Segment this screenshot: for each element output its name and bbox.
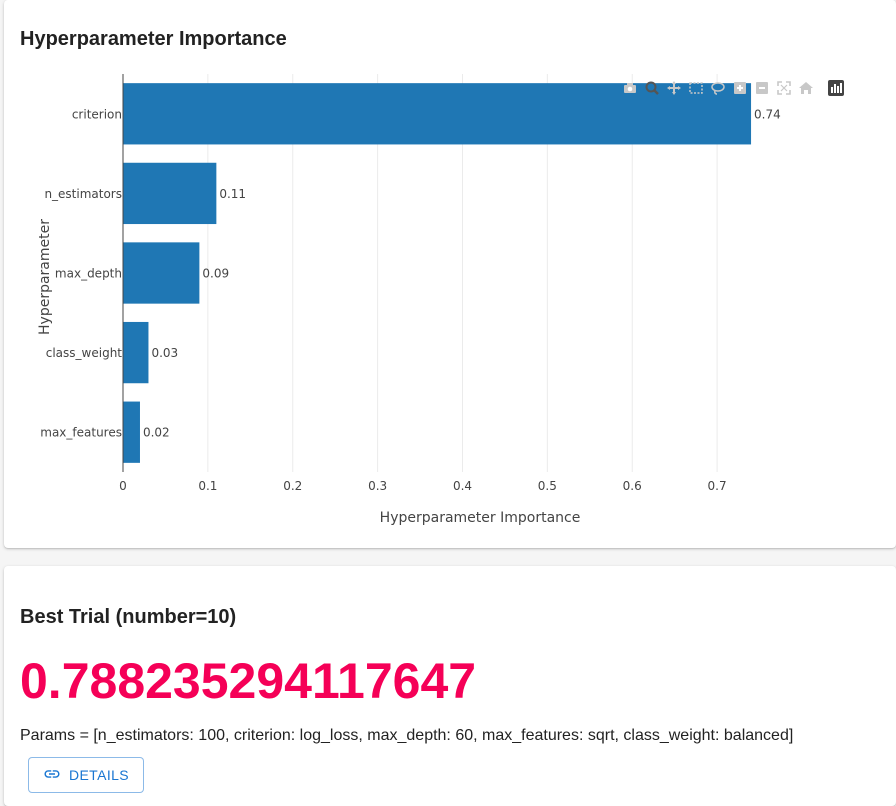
category-label-class_weight: class_weight [46,346,123,360]
bar-max_depth[interactable] [123,242,200,304]
zoom-icon[interactable] [644,80,660,96]
reset-axes-icon[interactable] [798,80,814,96]
bar-criterion[interactable] [123,83,752,145]
category-label-max_features: max_features [40,426,122,440]
chart-modebar [622,80,844,96]
data-label-criterion: 0.74 [754,107,781,121]
xtick-label: 0.6 [623,479,642,493]
chart-gridlines [207,74,718,472]
chart-category-labels: criterion n_estimators max_depth class_weig… [40,107,122,439]
importance-chart[interactable]: 0.74 0.11 0.09 0.03 0.02 criterion n_estimato… [4,0,896,548]
x-axis-title: Hyperparameter Importance [380,510,581,526]
xtick-label: 0.7 [708,479,727,493]
lasso-icon[interactable] [710,80,726,96]
plotly-logo-icon[interactable] [828,80,844,96]
xtick-label: 0.3 [368,479,387,493]
autoscale-icon[interactable] [776,80,792,96]
category-label-max_depth: max_depth [55,267,122,281]
bar-max_features[interactable] [123,401,140,463]
details-button[interactable]: DETAILS [28,757,144,793]
xtick-label: 0.4 [453,479,472,493]
bar-class_weight[interactable] [123,321,149,384]
best-trial-card: Best Trial (number=10) 0.788235294117647… [4,566,896,806]
zoom-out-icon[interactable] [754,80,770,96]
best-trial-title: Best Trial (number=10) [20,606,237,628]
link-icon [43,765,61,786]
best-trial-params: Params = [n_estimators: 100, criterion: … [20,727,794,744]
data-label-n_estimators: 0.11 [219,187,246,201]
chart-data-labels: 0.74 0.11 0.09 0.03 0.02 [143,107,781,439]
box-select-icon[interactable] [688,80,704,96]
xtick-label: 0 [119,479,127,493]
data-label-max_features: 0.02 [143,426,170,440]
chart-xtick-labels: 0 0.1 0.2 0.3 0.4 0.5 0.6 0.7 [119,479,726,493]
importance-card: Hyperparameter Importance 0.74 0.11 0.09 0.… [4,0,896,548]
chart-bars [123,83,752,463]
xtick-label: 0.5 [538,479,557,493]
data-label-class_weight: 0.03 [151,346,178,360]
details-button-label: DETAILS [68,767,130,783]
xtick-label: 0.1 [198,479,217,493]
importance-card-title: Hyperparameter Importance [20,28,287,50]
data-label-max_depth: 0.09 [202,267,229,281]
xtick-label: 0.2 [283,479,302,493]
bar-n_estimators[interactable] [123,162,217,225]
category-label-criterion: criterion [72,107,122,121]
category-label-n_estimators: n_estimators [44,187,122,201]
pan-icon[interactable] [666,80,682,96]
best-trial-value: 0.788235294117647 [20,653,477,709]
y-axis-title: Hyperparameter [37,219,53,335]
camera-icon[interactable] [622,80,638,96]
zoom-in-icon[interactable] [732,80,748,96]
